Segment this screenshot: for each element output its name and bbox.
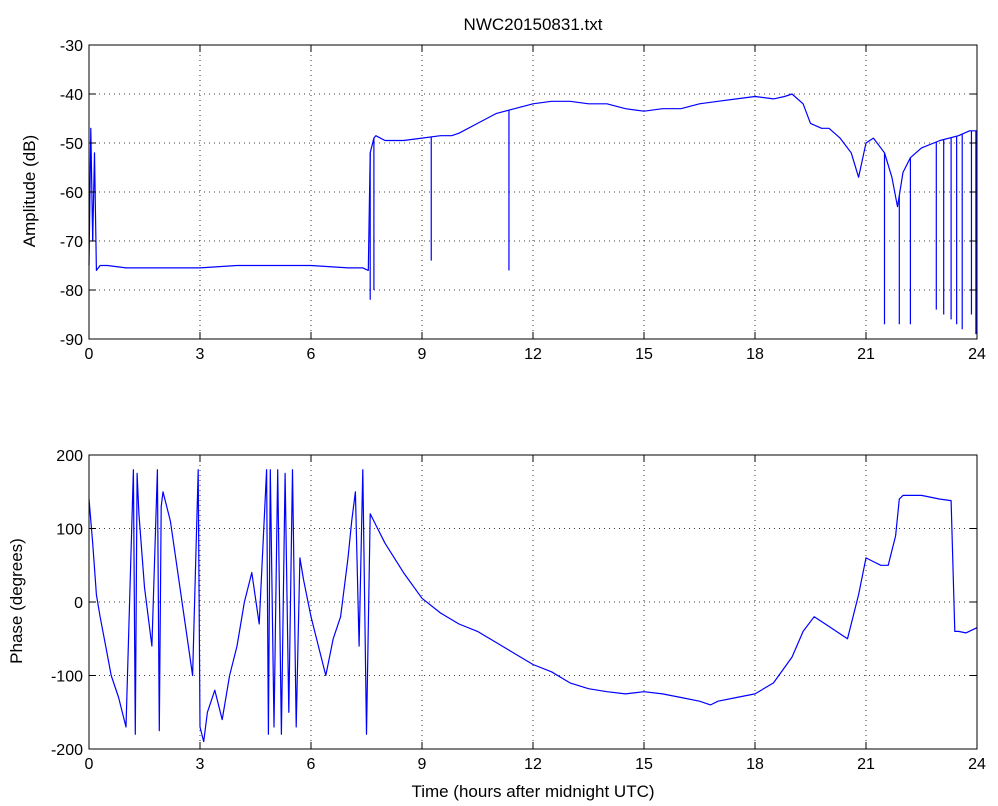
amplitude-x-tick-label-8: 24 [968,346,986,363]
phase-x-tick-label-4: 12 [524,756,542,773]
amplitude-y-tick-label-1: -80 [60,283,83,300]
phase-axes-frame [88,454,978,750]
phase-panel: Phase (degrees) Time (hours after midnig… [7,448,986,801]
phase-y-tick-label-2: 0 [74,595,83,612]
amplitude-series-line-0 [88,93,977,271]
amplitude-x-tick-label-1: 3 [196,346,205,363]
time-x-axis-label: Time (hours after midnight UTC) [411,782,654,801]
amplitude-x-tick-label-6: 18 [746,346,764,363]
chart-title: NWC20150831.txt [464,15,603,34]
phase-series [88,469,978,743]
phase-y-tick-label-0: -200 [51,742,83,759]
phase-x-tick-label-1: 3 [196,756,205,773]
amplitude-x-tick-label-0: 0 [85,346,94,363]
phase-x-tick-label-0: 0 [85,756,94,773]
amplitude-x-tick-label-5: 15 [635,346,653,363]
phase-x-tick-label-7: 21 [857,756,875,773]
amplitude-axes-frame [88,44,978,340]
amplitude-x-tick-label-4: 12 [524,346,542,363]
amplitude-grid [89,45,977,339]
amplitude-y-tick-label-4: -50 [60,136,83,153]
phase-x-tick-label-2: 6 [307,756,316,773]
phase-x-tick-label-3: 9 [418,756,427,773]
amplitude-panel: NWC20150831.txt Amplitude (dB) 0 3 6 9 12 15 1… [20,15,986,363]
amplitude-y-tick-label-3: -60 [60,185,83,202]
phase-x-tick-label-6: 18 [746,756,764,773]
phase-x-tick-label-5: 15 [635,756,653,773]
phase-grid [89,455,977,749]
phase-series-line-0 [88,469,978,743]
amplitude-y-tick-label-2: -70 [60,234,83,251]
amplitude-y-tick-label-0: -90 [60,332,83,349]
amplitude-y-tick-label-6: -30 [60,38,83,55]
amplitude-series [88,93,977,271]
phase-y-tick-label-4: 200 [56,448,83,465]
amplitude-spikes [92,110,977,335]
amplitude-y-axis-label: Amplitude (dB) [20,135,39,247]
phase-y-axis-label: Phase (degrees) [7,538,26,664]
amplitude-x-tick-label-7: 21 [857,346,875,363]
phase-x-tick-label-8: 24 [968,756,986,773]
phase-ticks: 0 3 6 9 12 15 18 21 24 -200 -100 0 100 200 [51,448,986,773]
amplitude-y-tick-label-5: -40 [60,87,83,104]
amplitude-ticks: 0 3 6 9 12 15 18 21 24 -90 -80 -70 -60 -50 -40 -30 [60,38,986,363]
phase-y-tick-label-3: 100 [56,522,83,539]
phase-y-tick-label-1: -100 [51,669,83,686]
amplitude-x-tick-label-2: 6 [307,346,316,363]
amplitude-x-tick-label-3: 9 [418,346,427,363]
